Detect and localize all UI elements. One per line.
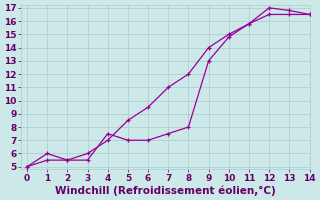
X-axis label: Windchill (Refroidissement éolien,°C): Windchill (Refroidissement éolien,°C): [55, 185, 276, 196]
